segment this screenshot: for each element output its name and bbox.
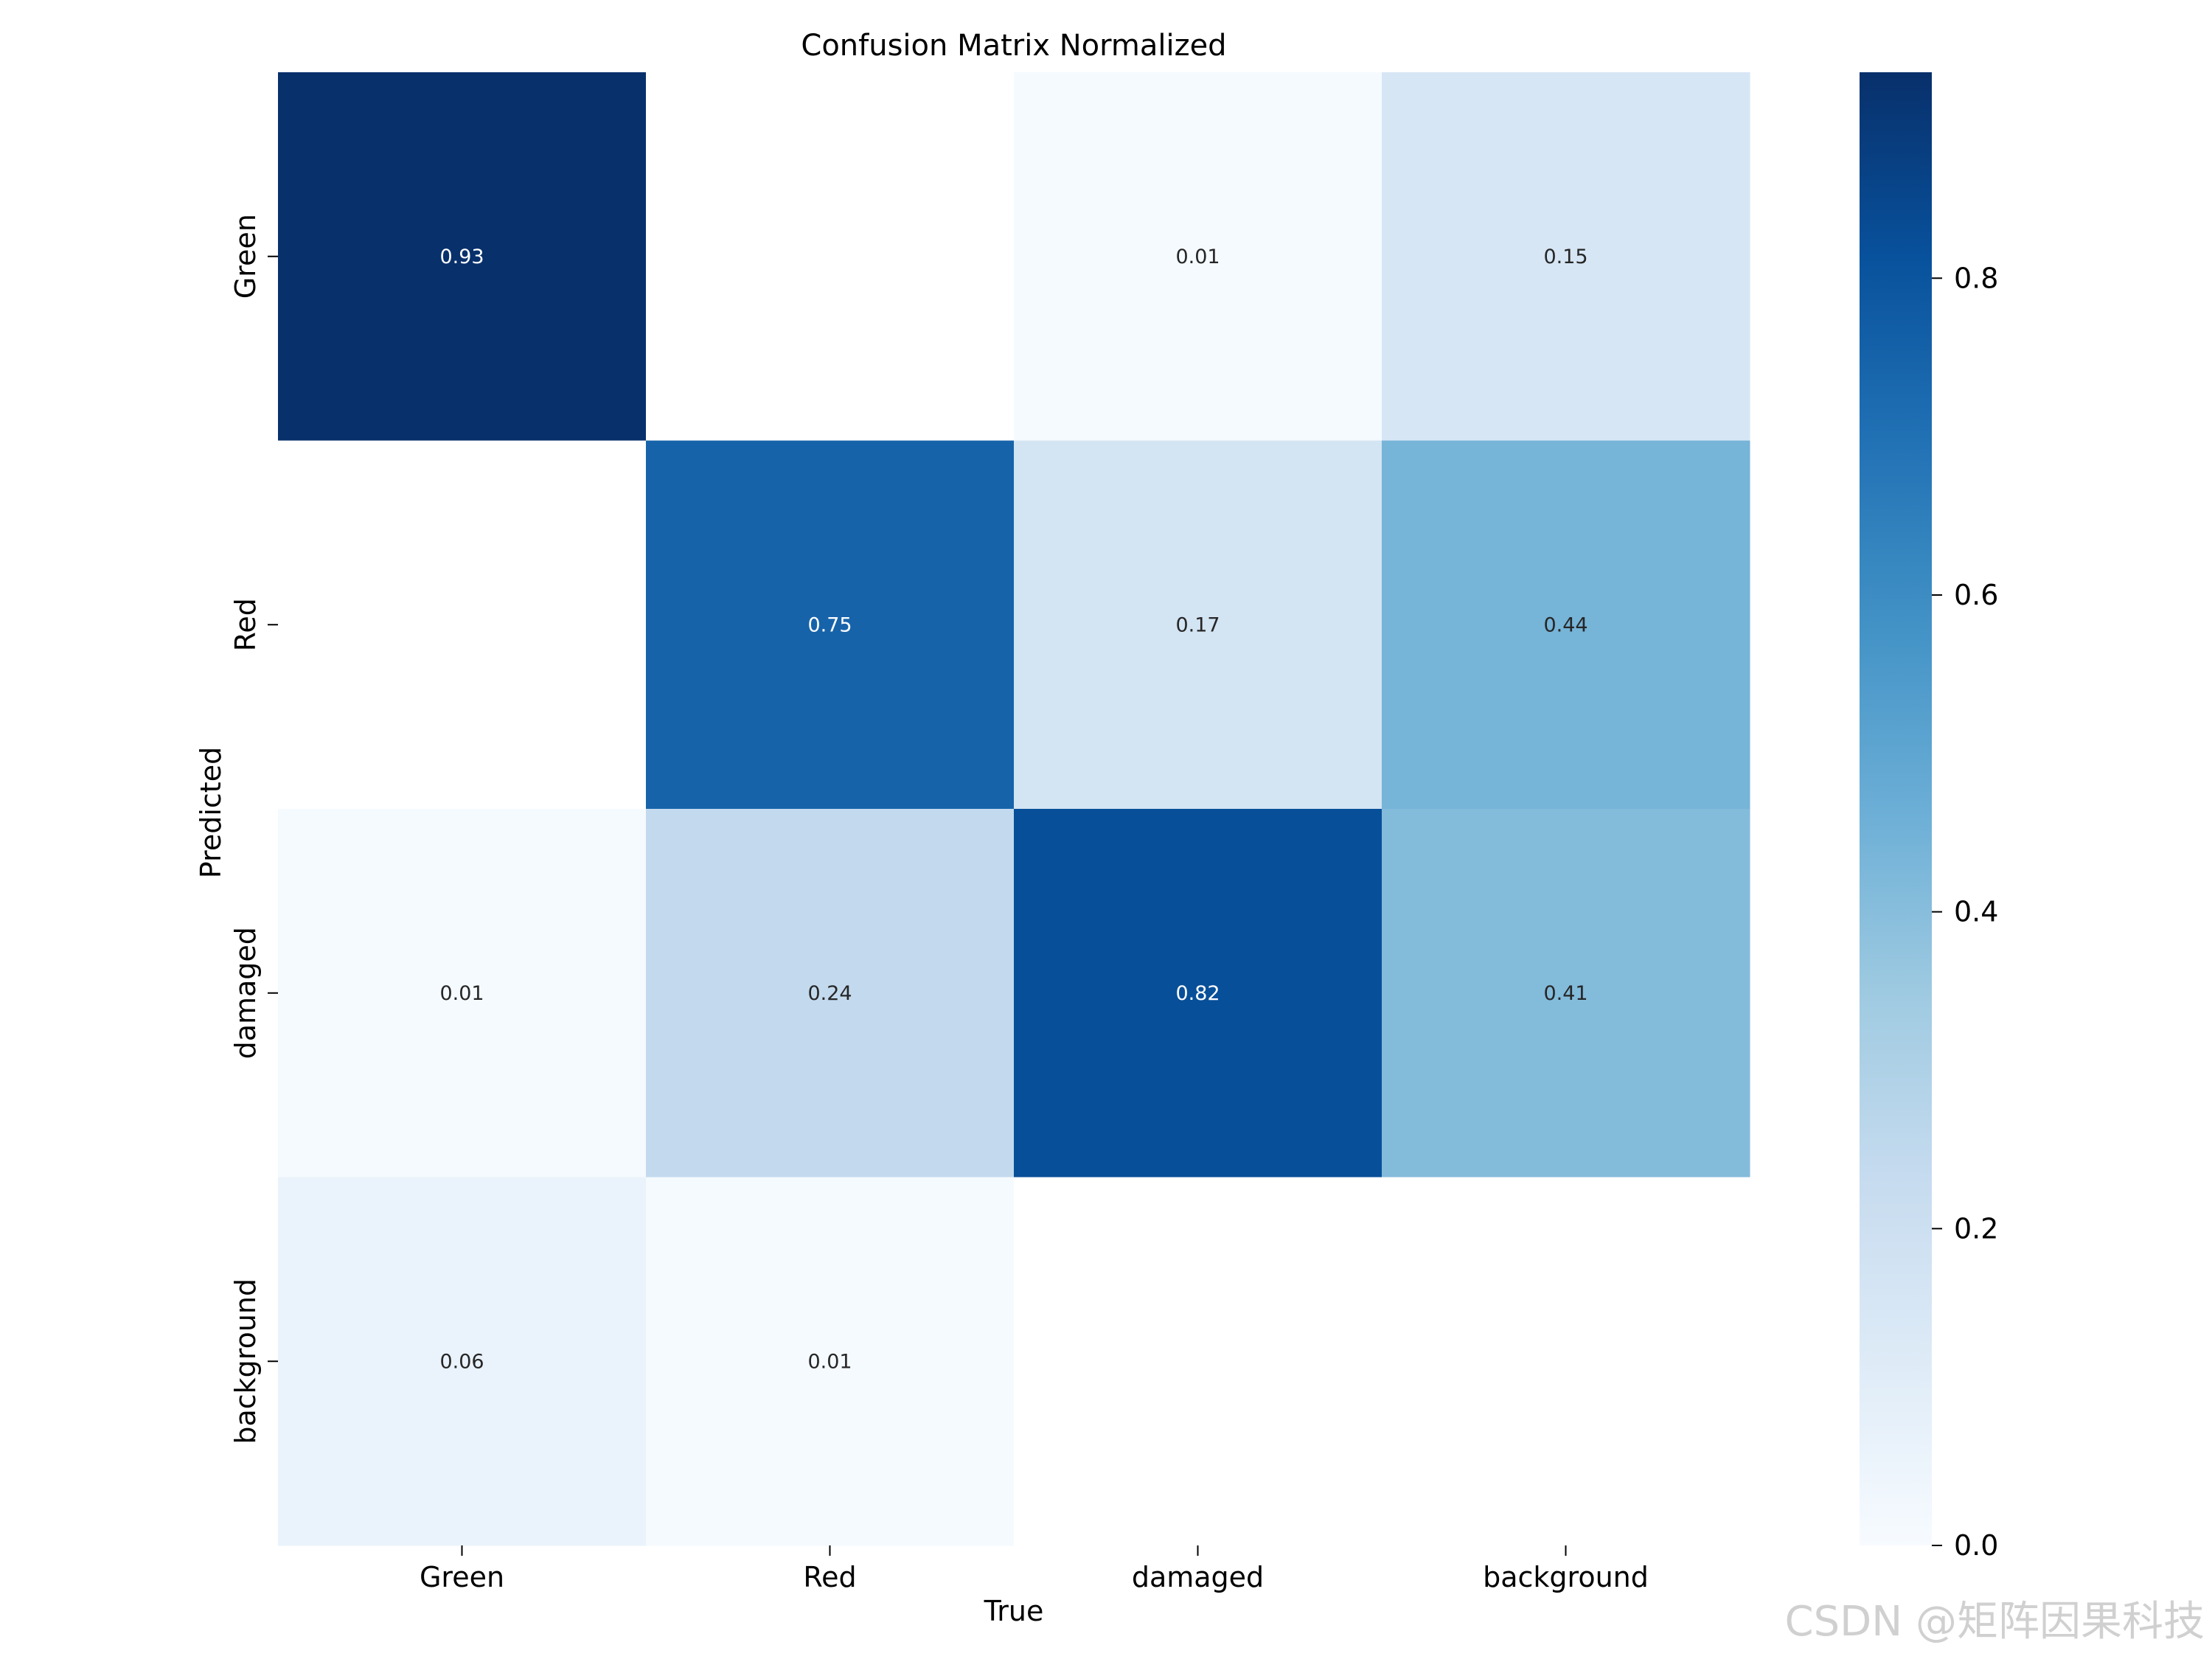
colorbar-ticks: 0.0 0.2 0.4 0.6 0.8 xyxy=(1932,262,1998,1562)
colorbar-tick-label: 0.0 xyxy=(1954,1529,1998,1562)
cell-value-2-3: 0.41 xyxy=(1543,982,1587,1005)
cell-value-1-2: 0.17 xyxy=(1175,613,1220,636)
x-tick-label-damaged: damaged xyxy=(1132,1561,1264,1593)
cell-value-3-0: 0.06 xyxy=(439,1350,484,1373)
heatmap-cell-2-0 xyxy=(278,809,647,1178)
cell-value-1-3: 0.44 xyxy=(1543,613,1587,636)
heatmap-cell-1-3 xyxy=(1382,440,1750,810)
heatmap-cell-0-0 xyxy=(278,72,647,441)
heatmap-cell-2-1 xyxy=(646,809,1015,1178)
cell-value-1-1: 0.75 xyxy=(807,613,852,636)
watermark-text: CSDN @矩阵因果科技 xyxy=(1785,1598,2205,1646)
colorbar-tick-label: 0.8 xyxy=(1954,262,1998,294)
y-tick-label-background: background xyxy=(229,1279,262,1444)
heatmap-cell-0-1 xyxy=(646,72,1015,441)
heatmap-cell-3-0 xyxy=(278,1177,647,1546)
heatmap-cell-1-2 xyxy=(1014,440,1382,810)
heatmap-cell-1-0 xyxy=(278,440,647,810)
cell-value-3-1: 0.01 xyxy=(807,1350,852,1373)
x-axis-label: True xyxy=(984,1595,1044,1627)
heatmap-cell-2-2 xyxy=(1014,809,1382,1178)
heatmap-cell-3-3 xyxy=(1382,1177,1750,1546)
colorbar-tick-label: 0.6 xyxy=(1954,579,1998,611)
y-axis-ticks: Green Red damaged background xyxy=(229,214,278,1444)
heatmap-cell-1-1 xyxy=(646,440,1015,810)
chart-title: Confusion Matrix Normalized xyxy=(801,29,1226,63)
cell-value-0-2: 0.01 xyxy=(1175,246,1220,268)
cell-value-0-3: 0.15 xyxy=(1543,246,1587,268)
x-tick-label-red: Red xyxy=(803,1561,856,1593)
y-axis-label: Predicted xyxy=(195,747,227,878)
x-tick-label-background: background xyxy=(1483,1561,1649,1593)
colorbar-tick-label: 0.4 xyxy=(1954,896,1998,928)
x-tick-label-green: Green xyxy=(420,1561,504,1593)
colorbar-tick-label: 0.2 xyxy=(1954,1212,1998,1245)
heatmap-cell-labels: 0.93 0.01 0.15 0.75 0.17 0.44 0.01 0.24 0.82 0.41… xyxy=(439,246,1587,1374)
cell-value-0-0: 0.93 xyxy=(439,246,484,268)
heatmap-cell-0-2 xyxy=(1014,72,1382,441)
y-tick-label-red: Red xyxy=(229,598,262,651)
heatmap-cell-3-2 xyxy=(1014,1177,1382,1546)
heatmap-cells xyxy=(278,72,1750,1546)
cell-value-2-2: 0.82 xyxy=(1175,982,1220,1005)
x-axis-ticks: Green Red damaged background xyxy=(420,1545,1649,1593)
cell-value-2-0: 0.01 xyxy=(439,982,484,1005)
heatmap-cell-2-3 xyxy=(1382,809,1750,1178)
y-tick-label-green: Green xyxy=(229,214,262,299)
heatmap-cell-3-1 xyxy=(646,1177,1015,1546)
y-tick-label-damaged: damaged xyxy=(229,927,262,1059)
colorbar xyxy=(1860,72,1932,1545)
cell-value-2-1: 0.24 xyxy=(807,982,852,1005)
heatmap-cell-0-3 xyxy=(1382,72,1750,441)
